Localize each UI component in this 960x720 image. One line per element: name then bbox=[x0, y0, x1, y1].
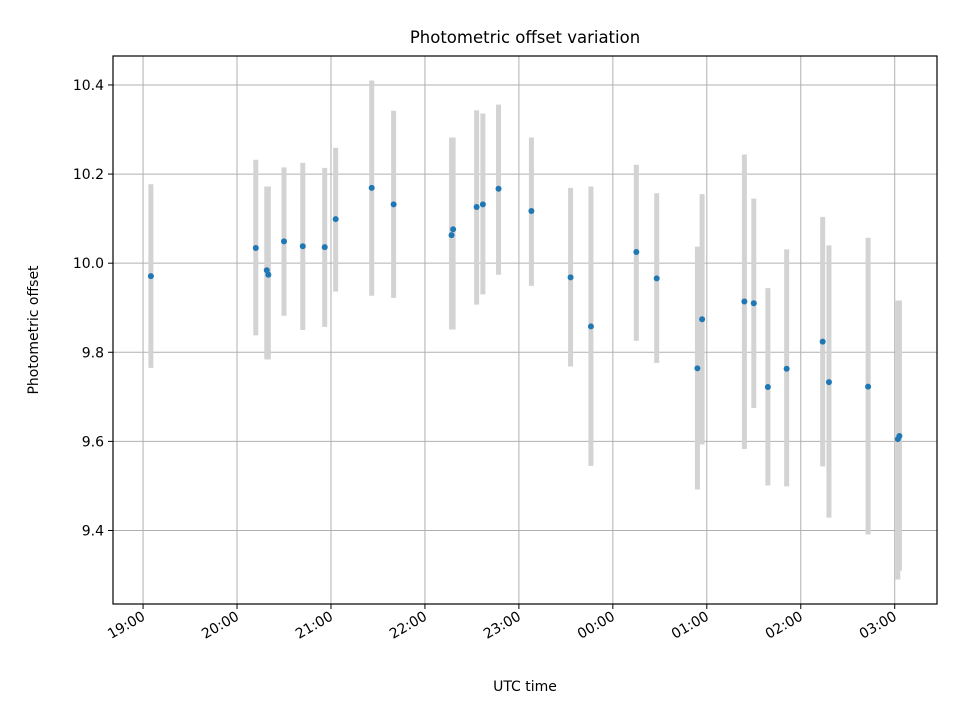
data-point bbox=[281, 238, 288, 245]
plot-frame bbox=[112, 55, 938, 605]
y-tick-label: 9.6 bbox=[82, 434, 104, 450]
data-point bbox=[528, 208, 535, 215]
y-tick-label: 9.4 bbox=[82, 523, 104, 539]
data-point bbox=[865, 383, 872, 390]
data-point bbox=[450, 226, 457, 233]
y-tick-label: 10.0 bbox=[73, 256, 104, 272]
data-point bbox=[694, 365, 701, 372]
data-point bbox=[495, 185, 502, 192]
data-point bbox=[819, 338, 826, 345]
data-point bbox=[332, 216, 339, 223]
data-point bbox=[633, 249, 640, 256]
data-point bbox=[252, 245, 259, 252]
data-point bbox=[896, 433, 903, 440]
x-axis-label: UTC time bbox=[493, 679, 557, 695]
data-point bbox=[567, 274, 574, 281]
data-point bbox=[764, 384, 771, 391]
data-point bbox=[699, 316, 706, 323]
data-point bbox=[587, 323, 594, 330]
data-point bbox=[299, 243, 306, 250]
data-point bbox=[750, 300, 757, 307]
data-point bbox=[265, 271, 272, 278]
data-point bbox=[825, 379, 832, 386]
data-point bbox=[321, 244, 328, 251]
grid-lines bbox=[113, 56, 937, 604]
data-point bbox=[479, 201, 486, 208]
data-points bbox=[147, 184, 903, 443]
y-axis-label: Photometric offset bbox=[26, 265, 42, 395]
data-point bbox=[390, 201, 397, 208]
data-point bbox=[448, 232, 455, 239]
y-tick-label: 10.2 bbox=[73, 167, 104, 183]
data-point bbox=[653, 275, 660, 282]
y-tick-label: 10.4 bbox=[73, 78, 104, 94]
data-point bbox=[147, 273, 154, 280]
data-point bbox=[473, 204, 480, 211]
y-tick-label: 9.8 bbox=[82, 345, 104, 361]
data-point bbox=[368, 184, 375, 191]
data-point bbox=[783, 365, 790, 372]
chart-title: Photometric offset variation bbox=[410, 28, 640, 47]
y-axis-ticks: 9.4 9.6 9.8 10.0 10.2 10.4 bbox=[73, 78, 113, 539]
data-point bbox=[741, 298, 748, 305]
